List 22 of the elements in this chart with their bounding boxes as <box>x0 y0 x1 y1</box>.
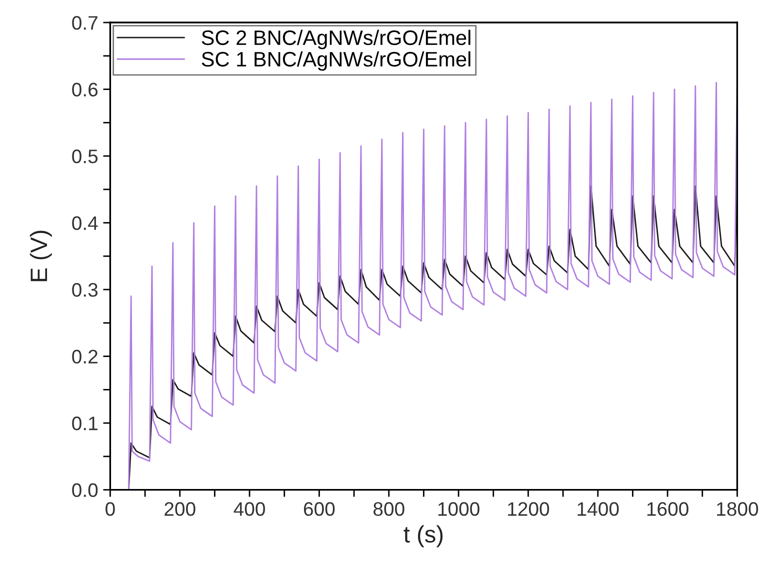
y-tick-label: 0.2 <box>72 350 98 364</box>
y-tick-label: 0.4 <box>72 216 98 230</box>
x-tick-label: 1800 <box>717 502 758 516</box>
x-tick-label: 1600 <box>647 502 688 516</box>
y-tick-label: 0.7 <box>72 16 98 30</box>
x-tick-label: 1000 <box>438 502 480 516</box>
y-tick-label: 0.5 <box>72 150 98 164</box>
y-axis-title: E (V) <box>30 230 52 282</box>
x-axis-title: t (s) <box>404 525 443 548</box>
x-tick-label: 200 <box>164 502 196 516</box>
legend-label: SC 1 BNC/AgNWs/rGO/Emel <box>202 51 470 71</box>
x-tick-label: 800 <box>373 502 404 516</box>
x-tick-label: 1200 <box>508 502 550 516</box>
x-tick-label: 400 <box>234 502 265 516</box>
legend-label: SC 2 BNC/AgNWs/rGO/Emel <box>202 30 470 50</box>
x-tick-label: 600 <box>304 502 335 516</box>
y-tick-label: 0.1 <box>72 416 98 430</box>
y-tick-label: 0.6 <box>72 82 98 97</box>
x-tick-label: 0 <box>106 502 115 516</box>
y-tick-label: 0.0 <box>72 483 98 498</box>
x-tick-label: 1400 <box>578 502 619 516</box>
y-tick-label: 0.3 <box>72 283 98 297</box>
